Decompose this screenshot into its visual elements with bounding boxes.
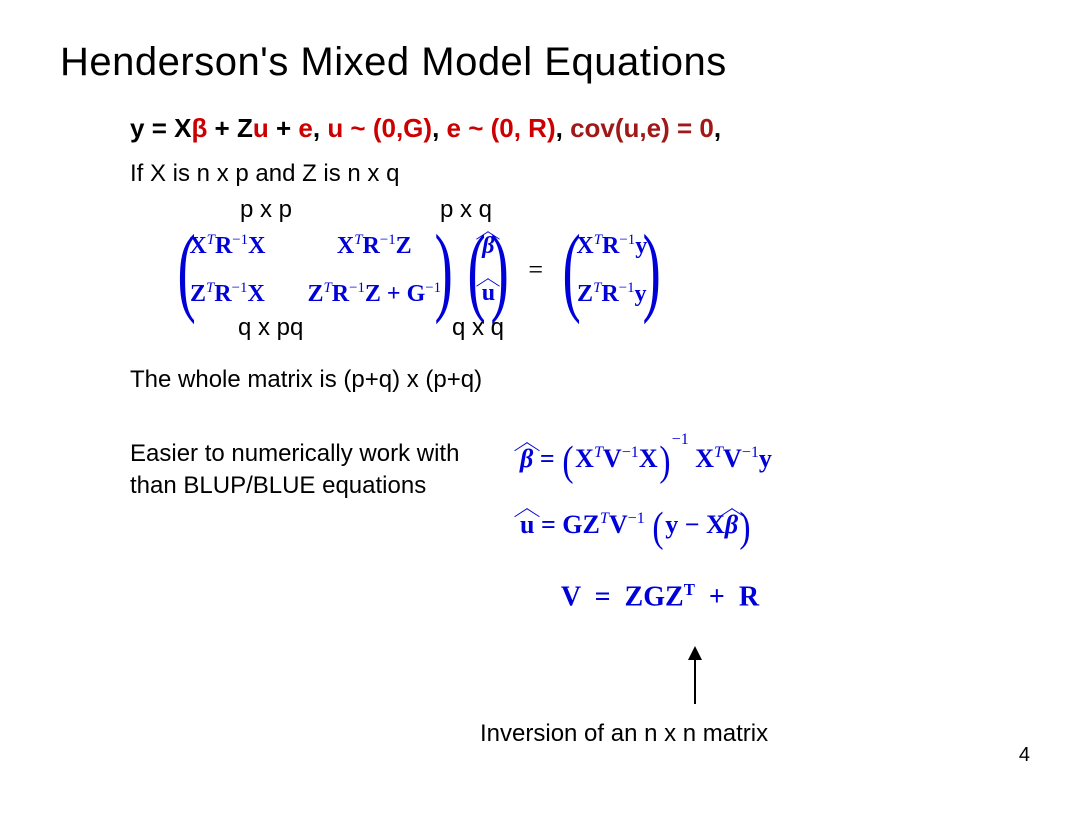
sym-beta: β [191, 113, 207, 143]
sym-u: u [253, 113, 269, 143]
model-equation: y = Xβ + Zu + e, u ~ (0,G), e ~ (0, R), … [130, 113, 1020, 144]
arrow-icon [694, 648, 696, 704]
cell-ZtRinvZ-Ginv: ZTR−1Z + G−1 [307, 280, 441, 308]
rparen-icon: ) [643, 230, 661, 310]
sym-Z: Z [237, 113, 253, 143]
inversion-caption: Inversion of an n x n matrix [480, 720, 768, 748]
whole-matrix-note: The whole matrix is (p+q) x (p+q) [130, 366, 1020, 394]
blue-blup-eqns: β = (XTV−1X)−1 XTV−1y u = GZTV−1 (y − Xβ… [520, 438, 772, 570]
u-dist: u ~ (0,G) [327, 113, 432, 143]
e-dist: e ~ (0, R) [447, 113, 556, 143]
cell-ZtRinvX: ZTR−1X [189, 280, 265, 308]
lparen-icon: ( [563, 230, 581, 310]
lparen-icon: ( [177, 230, 195, 310]
mme-equation: ( XTR−1X XTR−1Z ZTR−1X ZTR−1Z + G−1 ) ( … [170, 230, 1020, 310]
cov-text: cov(u,e) = 0 [570, 113, 714, 143]
coef-matrix: XTR−1X XTR−1Z ZTR−1X ZTR−1Z + G−1 [189, 232, 441, 308]
dim-qxpq: q x pq [238, 314, 303, 342]
dim-assumption: If X is n x p and Z is n x q [130, 160, 1020, 188]
sym-y: y [130, 113, 144, 143]
page-number: 4 [1019, 744, 1030, 767]
v-def-eqn: V = ZGZT + R [300, 580, 1020, 613]
page-title: Henderson's Mixed Model Equations [60, 40, 1020, 85]
beta-hat-eqn: β = (XTV−1X)−1 XTV−1y [520, 438, 772, 486]
cell-XtRinvX: XTR−1X [189, 232, 265, 260]
bottom-dim-labels: q x pq q x q [130, 314, 1020, 348]
rhs-vector: XTR−1y ZTR−1y [576, 232, 647, 308]
sym-e: e [298, 113, 312, 143]
dim-pxp: p x p [240, 196, 292, 224]
equals-sign: = [528, 255, 543, 285]
u-hat-eqn: u = GZTV−1 (y − Xβ) [520, 504, 772, 552]
rparen-icon: ) [435, 230, 453, 310]
cell-XtRinvZ: XTR−1Z [307, 232, 441, 260]
cell-ZtRinvy: ZTR−1y [576, 280, 647, 308]
dim-qxq: q x q [452, 314, 504, 342]
cell-XtRinvy: XTR−1y [576, 232, 647, 260]
rparen-icon: ) [491, 230, 509, 310]
easier-note: Easier to numerically work with than BLU… [130, 438, 490, 570]
sym-X: X [174, 113, 191, 143]
